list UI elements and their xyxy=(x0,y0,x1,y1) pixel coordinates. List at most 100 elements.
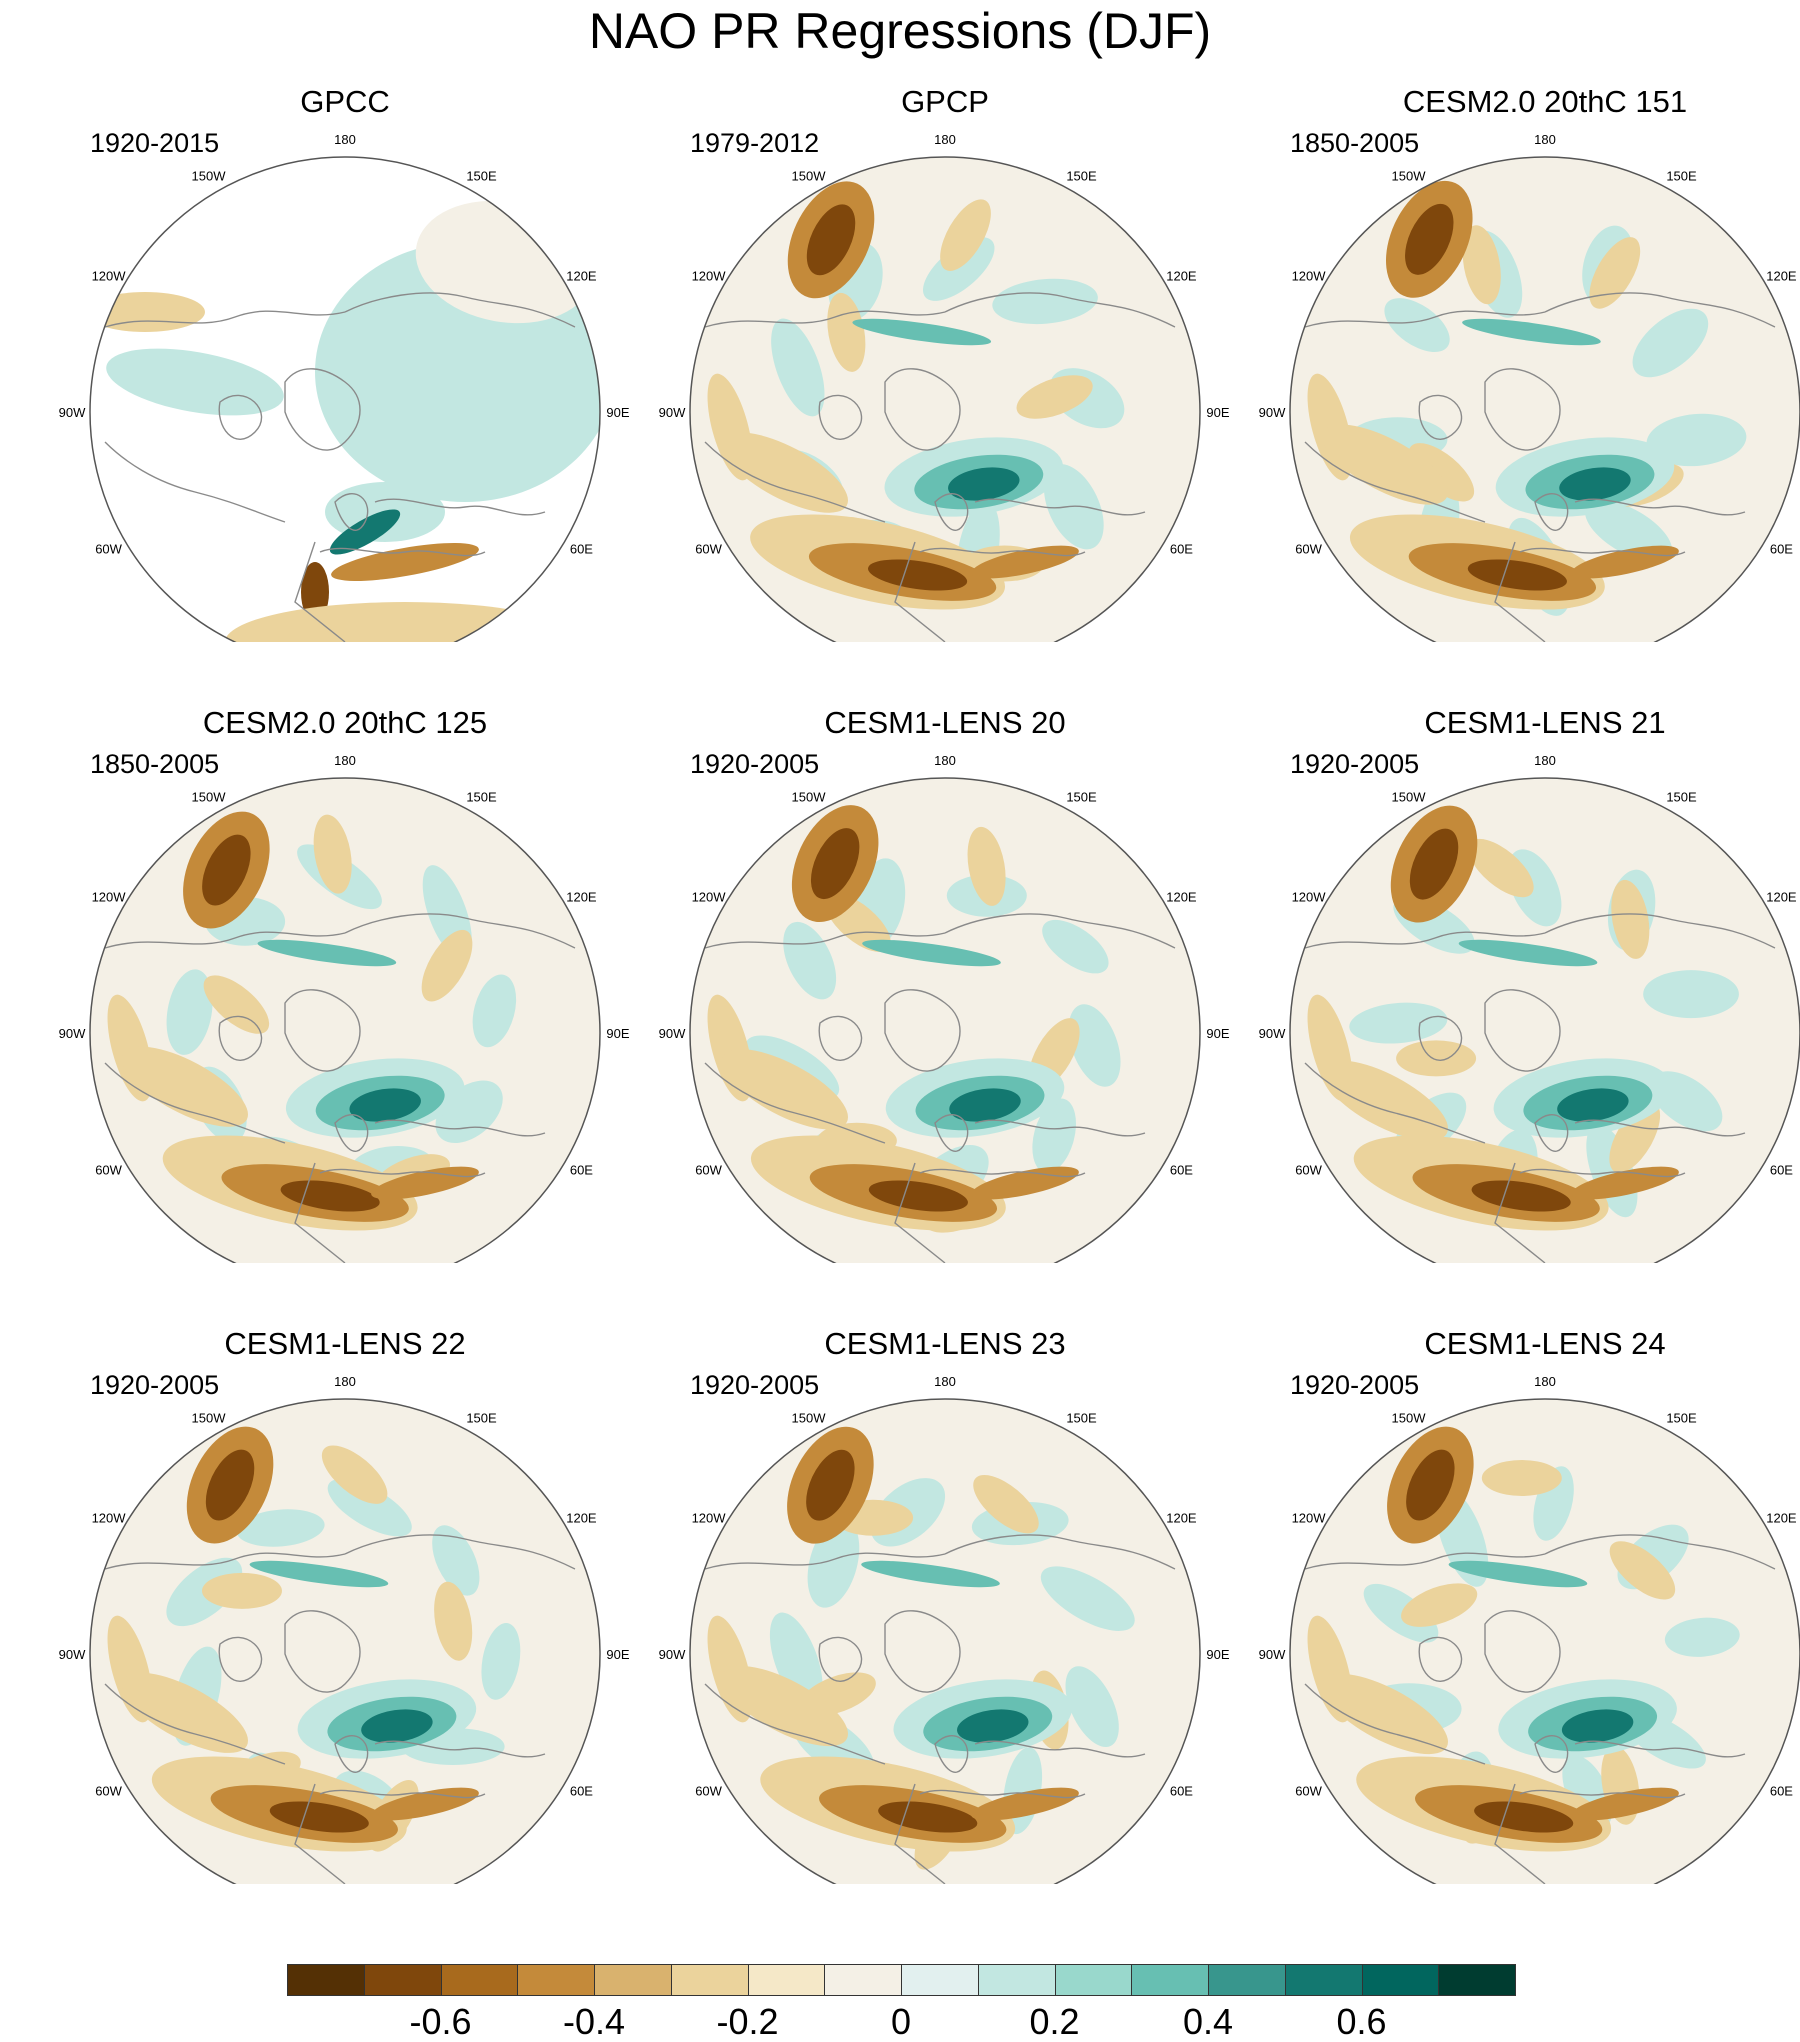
precip-anomaly-blob xyxy=(1349,1002,1448,1044)
lon-label: 60W xyxy=(1295,1163,1322,1178)
precip-anomaly-blob xyxy=(721,1665,849,1747)
colorbar-swatch xyxy=(287,1964,365,1996)
lon-label: 120W xyxy=(692,890,727,905)
coastline xyxy=(919,1168,1086,1178)
coastline xyxy=(1304,1683,1486,1765)
coastline xyxy=(1484,989,1561,1072)
panel-title: CESM2.0 20thC 151 xyxy=(1402,84,1688,119)
coastline xyxy=(1304,441,1486,523)
polar-map: 180150E120E90E60E30E030W60W90W120W150W xyxy=(659,132,1230,642)
precip-anomaly-blob xyxy=(257,939,397,967)
precip-anomaly-blob xyxy=(868,559,968,591)
precip-anomaly-blob xyxy=(1016,375,1093,419)
lon-label: 90E xyxy=(1206,405,1229,420)
panel-period: 1920-2005 xyxy=(690,749,820,779)
lon-label: 60E xyxy=(570,542,593,557)
precip-anomaly-blob xyxy=(1609,1541,1676,1600)
panel-period: 1850-2005 xyxy=(90,749,220,779)
colorbar-swatch xyxy=(1054,1964,1133,1996)
coastline xyxy=(934,1735,969,1773)
coastline xyxy=(919,547,1086,557)
map-panel: 180150E120E90E60E30E030W60W90W120W150WCE… xyxy=(45,1324,645,1884)
lon-label: 30E xyxy=(1670,1262,1693,1263)
lon-label: 30W xyxy=(795,641,822,642)
precip-anomaly-blob xyxy=(967,826,1006,906)
lon-label: 150E xyxy=(1666,169,1697,184)
coastline xyxy=(1494,541,1546,642)
precip-anomaly-blob xyxy=(1401,1583,1478,1627)
lon-label: 150E xyxy=(466,1411,497,1426)
map-panel: 180150E120E90E60E30E030W60W90W120W150WCE… xyxy=(1245,82,1800,642)
lon-label: 150W xyxy=(192,1411,227,1426)
precip-anomaly-blob xyxy=(1632,308,1709,378)
coastline xyxy=(1304,1552,1546,1570)
precip-anomaly-blob xyxy=(434,1581,473,1661)
colorbar-tick-label: 0.6 xyxy=(1336,2001,1387,2042)
lon-label: 120W xyxy=(92,1511,127,1526)
lon-label: 30E xyxy=(470,1262,493,1263)
map-border xyxy=(689,777,1201,1263)
coastline xyxy=(1519,1789,1686,1799)
precip-anomaly-blob xyxy=(1467,559,1567,591)
coastline xyxy=(934,1114,969,1152)
lon-label: 120E xyxy=(1166,269,1197,284)
colorbar-tick-label: -0.4 xyxy=(562,2001,626,2042)
precip-anomaly-blob xyxy=(1408,443,1475,502)
precip-anomaly-blob xyxy=(472,974,517,1048)
coastline xyxy=(1418,1636,1463,1682)
coastline xyxy=(1519,547,1686,557)
lon-label: 120W xyxy=(92,269,127,284)
coastline xyxy=(894,541,946,642)
precip-anomaly-blob xyxy=(973,1475,1039,1534)
precip-anomaly-blob xyxy=(861,1560,1000,1588)
coastline xyxy=(374,498,546,516)
lon-label: 90E xyxy=(1206,1647,1229,1662)
precip-anomaly-blob xyxy=(421,929,473,1002)
lon-label: 150W xyxy=(792,1411,827,1426)
panel-period: 1920-2015 xyxy=(90,128,220,158)
coastline xyxy=(704,1683,886,1765)
precip-anomaly-blob xyxy=(992,278,1098,325)
lon-label: 90W xyxy=(659,1647,686,1662)
precip-anomaly-blob xyxy=(1405,203,1454,275)
coastline xyxy=(818,394,863,440)
coastline xyxy=(284,1610,361,1693)
coastline xyxy=(1544,913,1776,949)
colorbar xyxy=(287,1964,1516,1998)
precip-anomaly-blob xyxy=(1032,1098,1076,1173)
coastline xyxy=(284,989,361,1072)
lon-label: 120W xyxy=(692,1511,727,1526)
coastline xyxy=(1544,1534,1776,1570)
coastline xyxy=(1534,1735,1569,1773)
coastline xyxy=(334,493,369,531)
map-border xyxy=(1289,777,1800,1263)
colorbar-tick-label: -0.2 xyxy=(716,2001,779,2042)
lon-label: 60W xyxy=(1295,1784,1322,1799)
lon-label: 180 xyxy=(334,753,356,768)
coastline xyxy=(974,498,1146,516)
colorbar-tick-label: 0.2 xyxy=(1029,2001,1080,2042)
figure-title: NAO PR Regressions (DJF) xyxy=(588,3,1212,59)
lon-label: 150E xyxy=(1666,790,1697,805)
precip-anomaly-blob xyxy=(1609,1101,1661,1173)
precip-anomaly-blob xyxy=(1321,424,1449,505)
lon-label: 120E xyxy=(1766,269,1797,284)
polar-map: 180150E120E90E60E30E030W60W90W120W150W xyxy=(59,753,630,1263)
coastline xyxy=(218,1636,263,1682)
lon-label: 180 xyxy=(1534,1374,1556,1389)
lon-label: 60E xyxy=(1170,1784,1193,1799)
lon-label: 150W xyxy=(1392,1411,1427,1426)
precip-anomaly-blob xyxy=(878,1801,978,1833)
precip-anomaly-blob xyxy=(1561,1709,1634,1743)
precip-anomaly-blob xyxy=(1406,1449,1455,1521)
panel-period: 1920-2005 xyxy=(1290,749,1420,779)
precip-anomaly-blob xyxy=(1384,298,1450,352)
precip-anomaly-blob xyxy=(269,1801,369,1833)
lon-label: 90W xyxy=(59,1647,86,1662)
lon-label: 150E xyxy=(1066,790,1097,805)
map-field xyxy=(690,1399,1200,1884)
coastline xyxy=(1574,498,1746,516)
precip-anomaly-blob xyxy=(249,1560,389,1588)
lon-label: 60W xyxy=(95,1163,122,1178)
map-panel: 180150E120E90E60E30E030W60W90W120W150WGP… xyxy=(45,82,645,642)
